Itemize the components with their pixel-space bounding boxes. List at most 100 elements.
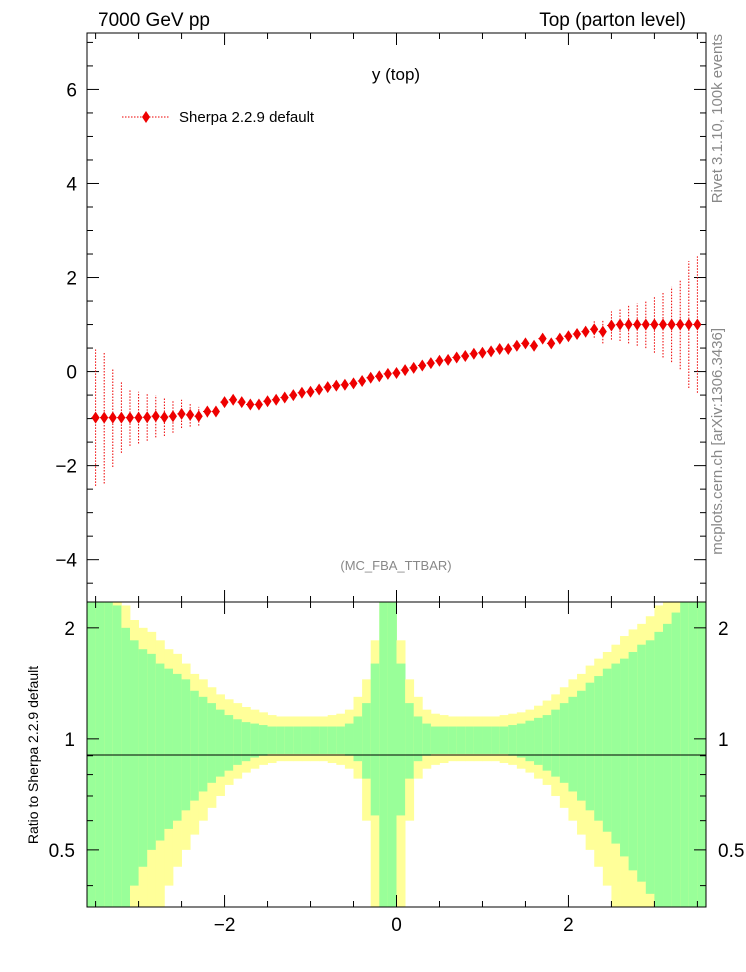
data-point — [607, 319, 616, 332]
ratio-band-inner — [129, 640, 139, 886]
ratio-band-inner — [190, 690, 200, 801]
ratio-y-tick-label-right: 2 — [718, 619, 729, 640]
ratio-band-inner — [663, 623, 673, 907]
data-point — [297, 386, 306, 399]
main-plot-panel: −4 −2 0 2 4 6 y (top) (MC_FBA_TTBAR) Sherpa 2… — [55, 32, 707, 603]
ratio-band-inner — [602, 668, 612, 832]
data-point — [151, 410, 160, 423]
data-point — [547, 337, 556, 350]
data-point — [401, 364, 410, 377]
ratio-band-inner — [508, 725, 518, 756]
ratio-band-inner — [671, 612, 681, 907]
y-tick-label: −4 — [55, 551, 77, 572]
data-point — [684, 318, 693, 331]
data-point — [315, 383, 324, 396]
ratio-y-tick-label-right: 1 — [718, 730, 729, 751]
data-point — [229, 393, 238, 406]
ratio-band-inner — [155, 663, 165, 841]
ratio-band-inner — [525, 720, 535, 762]
ratio-band-inner — [267, 726, 277, 754]
ratio-band-inner — [628, 651, 638, 871]
data-points — [91, 318, 702, 424]
ratio-band-inner — [654, 631, 664, 907]
mcplots-label: mcplots.cern.ch [arXiv:1306.3436] — [709, 328, 726, 555]
ratio-band-inner — [448, 726, 458, 754]
ratio-band-inner — [482, 726, 492, 754]
data-point — [392, 366, 401, 379]
data-point — [211, 405, 220, 418]
ratio-band-inner — [370, 663, 380, 816]
data-point — [461, 350, 470, 363]
ratio-band-inner — [353, 716, 363, 762]
data-point — [332, 379, 341, 392]
data-point — [117, 411, 126, 424]
data-point — [418, 359, 427, 372]
data-point — [143, 411, 152, 424]
ratio-band-inner — [405, 703, 415, 779]
ratio-band-inner — [319, 726, 329, 754]
ratio-band-inner — [473, 726, 483, 754]
data-point — [521, 337, 530, 350]
ratio-band-inner — [620, 658, 630, 857]
ratio-plot-panel: 0.5 0.5 1 1 2 2 −2 0 2 Ratio to Sherpa 2.2.9 def… — [25, 601, 744, 936]
ratio-band-inner — [276, 726, 286, 754]
data-point — [160, 411, 169, 424]
data-point — [633, 318, 642, 331]
ratio-band-inner — [439, 726, 449, 754]
data-point — [495, 343, 504, 356]
ratio-band-inner — [164, 668, 174, 829]
x-tick-label: 2 — [563, 915, 574, 936]
ratio-y-tick-label-right: 0.5 — [718, 841, 744, 862]
data-point — [375, 370, 384, 383]
ratio-band-inner — [138, 649, 148, 867]
legend: Sherpa 2.2.9 default — [122, 109, 315, 126]
ratio-band-inner — [224, 715, 234, 771]
data-point — [444, 353, 453, 366]
data-point — [91, 411, 100, 424]
ratio-band-inner — [172, 673, 182, 821]
data-point — [555, 332, 564, 345]
ratio-band-inner — [293, 726, 303, 754]
ratio-band-inner — [611, 663, 621, 844]
legend-marker — [142, 111, 150, 123]
data-point — [590, 323, 599, 336]
data-point — [366, 371, 375, 384]
ratio-band-inner — [585, 682, 595, 811]
data-point — [598, 325, 607, 338]
ratio-band-inner — [147, 653, 157, 850]
data-point — [624, 318, 633, 331]
data-point — [289, 389, 298, 402]
ratio-band-inner — [499, 726, 509, 754]
ratio-band-inner — [430, 726, 440, 754]
ratio-band-inner — [542, 715, 552, 771]
ratio-band-inner — [413, 716, 423, 762]
ratio-band-inner — [121, 627, 131, 907]
data-point — [581, 325, 590, 338]
data-point — [650, 318, 659, 331]
ratio-band-inner — [516, 723, 526, 758]
data-point — [100, 411, 109, 424]
data-point — [667, 318, 676, 331]
rivet-label: Rivet 3.1.10, 100k events — [709, 34, 726, 203]
ratio-band-inner — [645, 640, 655, 894]
ratio-plot-frame — [86, 601, 707, 908]
ratio-band-inner — [594, 676, 604, 821]
data-point — [616, 318, 625, 331]
data-point — [323, 381, 332, 394]
data-point — [203, 405, 212, 418]
y-tick-label: 4 — [66, 174, 77, 195]
ratio-band-inner — [491, 726, 501, 754]
ratio-band-inner — [396, 663, 406, 816]
ratio-band-inner — [422, 723, 432, 756]
ratio-band-inner — [284, 726, 294, 754]
ratio-y-tick-label: 0.5 — [49, 841, 75, 862]
data-point — [306, 385, 315, 398]
ratio-band-inner — [327, 726, 337, 754]
ratio-band-inner — [362, 703, 372, 779]
header-right: Top (parton level) — [539, 10, 686, 31]
data-point — [435, 354, 444, 367]
data-point — [280, 391, 289, 404]
ratio-band-inner — [310, 726, 320, 754]
data-point — [194, 410, 203, 423]
